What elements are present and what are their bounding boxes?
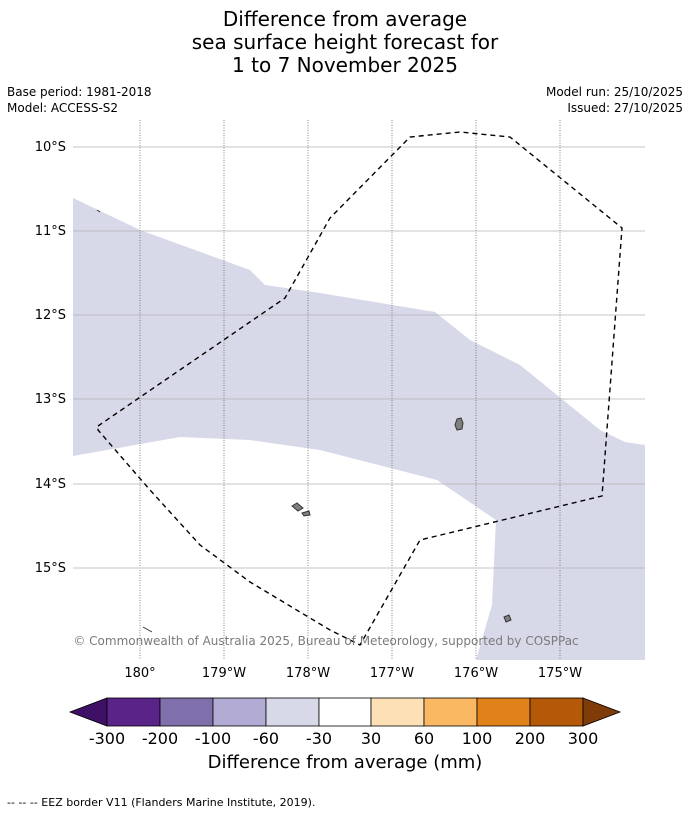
island-west-2 (301, 510, 311, 517)
issued-date: Issued: 27/10/2025 (567, 101, 683, 115)
colorbar-tick: 300 (568, 729, 599, 748)
colorbar-ticks: -300 -200 -100 -60 -30 30 60 100 200 300 (89, 729, 598, 748)
title-line-2: sea surface height forecast for (191, 30, 499, 54)
colorbar-segment-4 (265, 697, 320, 727)
map-credit: © Commonwealth of Australia 2025, Bureau… (73, 634, 578, 648)
colorbar-segment-1 (106, 697, 161, 727)
title-line-1: Difference from average (222, 7, 468, 31)
colorbar-tick: -60 (253, 729, 279, 748)
colorbar-extend-high (582, 697, 622, 727)
island-northwest (96, 209, 101, 213)
island-east (454, 417, 464, 431)
lat-label-12s: 12°S (35, 308, 66, 323)
colorbar (68, 697, 622, 727)
lon-label-178w: 178°W (286, 666, 330, 681)
colorbar-tick: 200 (515, 729, 546, 748)
colorbar-segment-8 (476, 697, 531, 727)
colorbar-extend-low (68, 697, 108, 727)
colorbar-tick: -300 (89, 729, 125, 748)
eez-footnote: -- -- -- EEZ border V11 (Flanders Marine… (7, 796, 316, 809)
model-run: Model run: 25/10/2025 (545, 85, 683, 99)
lat-label-10s: 10°S (35, 140, 66, 155)
island-south (503, 614, 512, 623)
island-southwest (142, 626, 153, 633)
colorbar-segment-6 (370, 697, 425, 727)
lon-label-175w: 175°W (538, 666, 582, 681)
eez-border (97, 131, 623, 646)
islands (96, 209, 512, 633)
colorbar-label: Difference from average (mm) (207, 752, 483, 773)
lat-label-15s: 15°S (35, 561, 66, 576)
meta-left: Base period: 1981-2018 Model: ACCESS-S2 (7, 84, 152, 116)
colorbar-segment-2 (159, 697, 214, 727)
colorbar-segment-3 (212, 697, 267, 727)
base-period: Base period: 1981-2018 (7, 85, 152, 99)
lat-label-14s: 14°S (35, 477, 66, 492)
lat-label-13s: 13°S (35, 392, 66, 407)
lon-label-176w: 176°W (454, 666, 498, 681)
colorbar-tick: 60 (414, 729, 434, 748)
colorbar-tick: -30 (306, 729, 332, 748)
colorbar-segment-7 (423, 697, 478, 727)
parallel-lines (73, 146, 645, 569)
colorbar-segment-9 (529, 697, 584, 727)
map-panel: © Commonwealth of Australia 2025, Bureau… (73, 120, 645, 660)
colorbar-segment-5 (318, 697, 372, 727)
colorbar-tick: -100 (195, 729, 231, 748)
lon-label-180: 180° (124, 666, 155, 681)
title-line-3: 1 to 7 November 2025 (232, 53, 458, 77)
lat-label-11s: 11°S (35, 224, 66, 239)
lon-label-177w: 177°W (370, 666, 414, 681)
anomaly-region (73, 198, 645, 660)
latitude-labels: 10°S 11°S 12°S 13°S 14°S 15°S (35, 140, 66, 576)
map-title: Difference from average sea surface heig… (0, 8, 690, 77)
meta-right: Model run: 25/10/2025 Issued: 27/10/2025 (546, 84, 683, 116)
model-name: Model: ACCESS-S2 (7, 101, 119, 115)
lon-label-179w: 179°W (202, 666, 246, 681)
meridian-lines (139, 120, 561, 660)
island-west-1 (291, 502, 304, 512)
colorbar-tick: 100 (462, 729, 493, 748)
colorbar-tick: -200 (142, 729, 178, 748)
longitude-labels: 180° 179°W 178°W 177°W 176°W 175°W (124, 666, 582, 681)
colorbar-tick: 30 (361, 729, 381, 748)
